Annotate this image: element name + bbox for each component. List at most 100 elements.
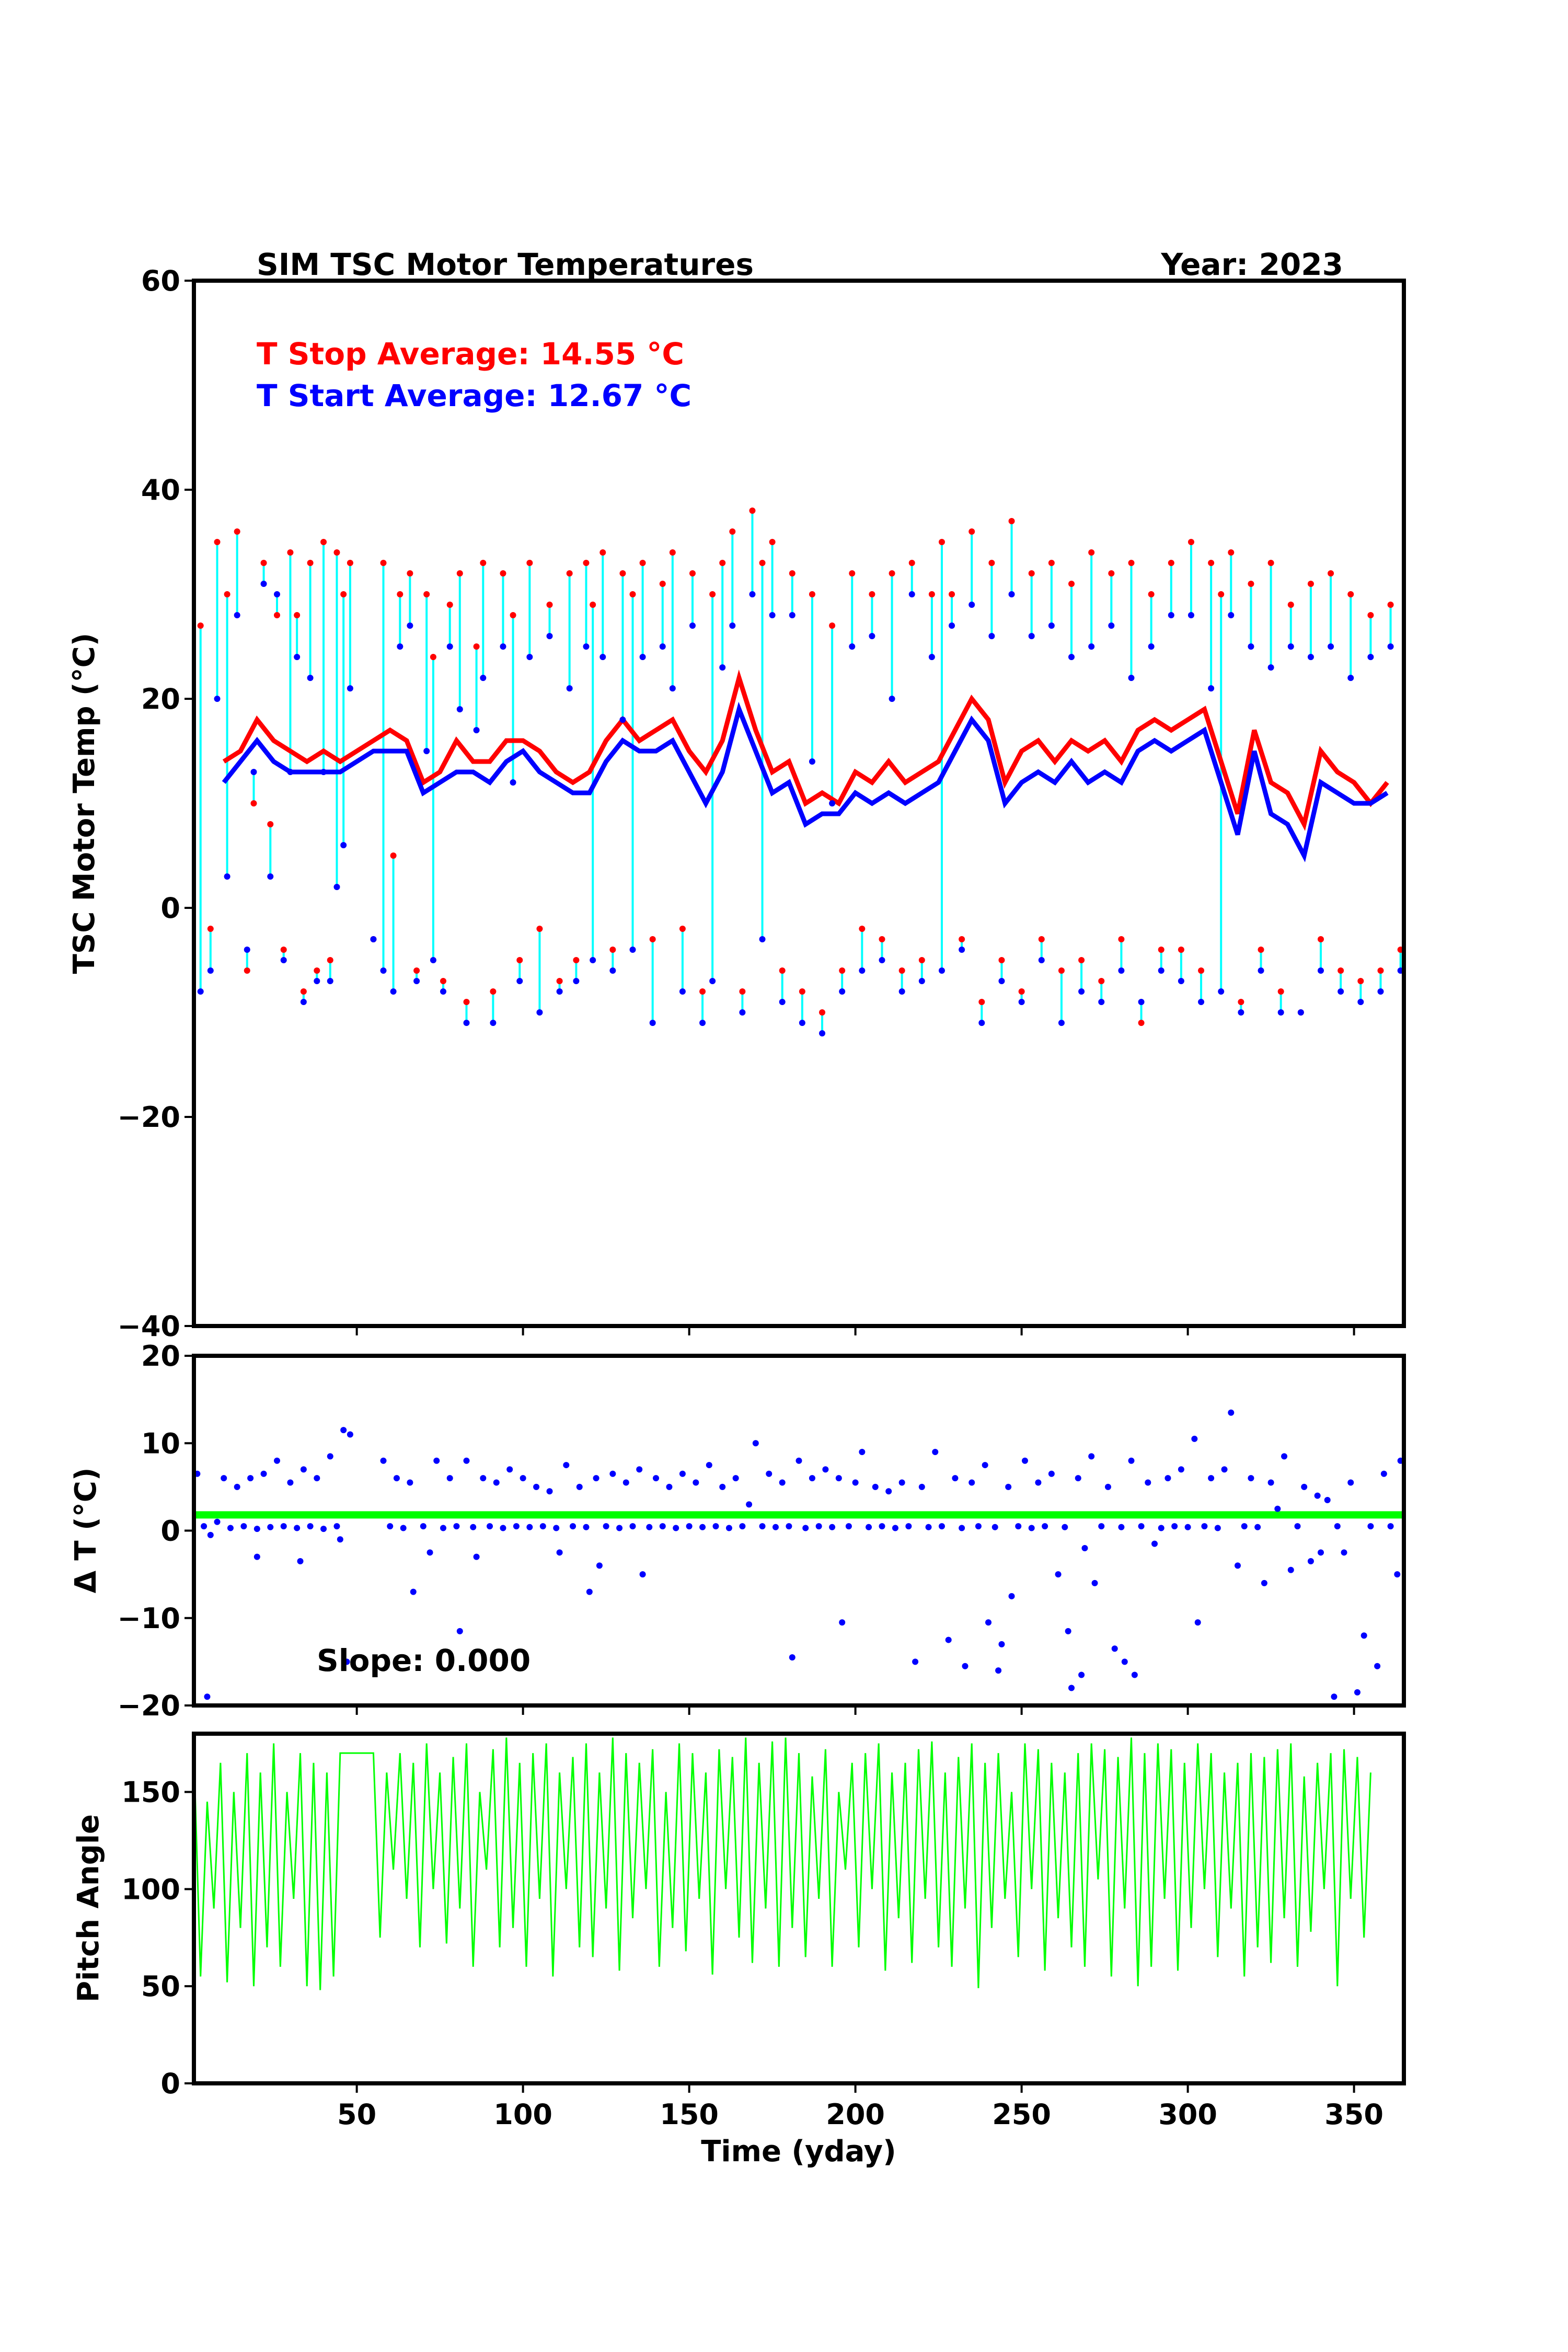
start-point bbox=[1277, 1009, 1284, 1016]
delta-t-point bbox=[852, 1479, 859, 1486]
start-point bbox=[1058, 1020, 1065, 1026]
start-point bbox=[949, 622, 955, 629]
delta-t-point bbox=[1145, 1479, 1151, 1486]
start-point bbox=[397, 643, 403, 650]
delta-t-point bbox=[679, 1470, 686, 1477]
stop-point bbox=[1178, 947, 1184, 953]
delta-t-point bbox=[898, 1479, 905, 1486]
delta-t-point bbox=[1235, 1562, 1241, 1569]
delta-t-point bbox=[1341, 1549, 1347, 1556]
delta-t-point bbox=[1380, 1470, 1387, 1477]
delta-t-point bbox=[513, 1523, 520, 1530]
stop-point bbox=[689, 570, 696, 577]
stop-point bbox=[1377, 967, 1384, 974]
stop-point bbox=[898, 967, 905, 974]
stop-point bbox=[1028, 570, 1035, 577]
stop-point bbox=[769, 539, 776, 545]
y-tick-label: −10 bbox=[118, 1602, 180, 1635]
stop-point bbox=[397, 591, 403, 597]
start-point bbox=[1018, 999, 1025, 1005]
stop-point bbox=[759, 560, 766, 566]
start-point bbox=[1108, 622, 1115, 629]
stop-point bbox=[1088, 549, 1095, 556]
delta-t-point bbox=[1241, 1523, 1248, 1530]
delta-t-point bbox=[839, 1619, 846, 1626]
delta-t-point bbox=[340, 1427, 347, 1434]
start-point bbox=[1158, 967, 1165, 974]
stop-point bbox=[699, 988, 706, 995]
stop-point bbox=[314, 967, 320, 974]
axes-frame bbox=[192, 279, 1406, 1328]
delta-t-point bbox=[453, 1523, 460, 1530]
stop-point bbox=[889, 570, 895, 577]
stop-point bbox=[390, 852, 397, 859]
start-point bbox=[869, 633, 875, 639]
delta-t-point bbox=[333, 1523, 340, 1530]
temp-ylabel: TSC Motor Temp (°C) bbox=[67, 633, 101, 974]
delta-t-point bbox=[772, 1524, 779, 1530]
stop-point bbox=[839, 967, 846, 974]
stop-point bbox=[197, 622, 204, 629]
stop-point bbox=[280, 947, 287, 953]
start-point bbox=[207, 967, 214, 974]
stop-point bbox=[234, 528, 240, 535]
stop-point bbox=[294, 612, 301, 618]
delta-t-point bbox=[520, 1475, 526, 1482]
stop-point bbox=[300, 988, 307, 995]
delta-t-point bbox=[407, 1479, 413, 1486]
delta-t-point bbox=[320, 1526, 327, 1532]
delta-t-point bbox=[1151, 1540, 1158, 1547]
start-point bbox=[779, 999, 786, 1005]
stop-point bbox=[938, 539, 945, 545]
delta-t-point bbox=[629, 1523, 636, 1530]
start-point bbox=[300, 999, 307, 1005]
start-point bbox=[1367, 654, 1374, 660]
start-point bbox=[689, 622, 696, 629]
delta-t-point bbox=[426, 1549, 433, 1556]
stop-point bbox=[510, 612, 516, 618]
delta-t-point bbox=[1331, 1693, 1338, 1700]
delta-t-point bbox=[1387, 1523, 1394, 1530]
stop-point bbox=[207, 926, 214, 932]
delta-t-point bbox=[693, 1479, 699, 1486]
start-point bbox=[260, 581, 267, 587]
delta-t-point bbox=[1042, 1523, 1048, 1530]
stop-point bbox=[1277, 988, 1284, 995]
start-point bbox=[1228, 612, 1235, 618]
x-tick-label: 200 bbox=[826, 2098, 885, 2131]
start-point bbox=[234, 612, 240, 618]
delta-t-point bbox=[1138, 1523, 1145, 1530]
stop-point bbox=[869, 591, 875, 597]
delta-t-point bbox=[786, 1523, 792, 1530]
stop-point bbox=[739, 988, 746, 995]
stop-point bbox=[879, 936, 885, 942]
start-point bbox=[699, 1020, 706, 1026]
start-point bbox=[370, 936, 377, 942]
start-point bbox=[526, 654, 533, 660]
y-tick-label: 0 bbox=[160, 892, 180, 925]
delta-t-point bbox=[969, 1479, 975, 1486]
stop-point bbox=[1138, 1020, 1145, 1026]
stop-point bbox=[546, 602, 553, 608]
start-point bbox=[908, 591, 915, 597]
delta-t-point bbox=[1214, 1525, 1221, 1531]
delta-t-point bbox=[593, 1475, 599, 1482]
start-point bbox=[1128, 675, 1135, 681]
stop-point bbox=[609, 947, 616, 953]
start-point bbox=[599, 654, 606, 660]
delta-t-point bbox=[506, 1466, 513, 1473]
start-point bbox=[859, 967, 866, 974]
stop-point bbox=[1258, 947, 1264, 953]
delta-t-point bbox=[1104, 1483, 1111, 1490]
stop-point bbox=[1078, 957, 1085, 963]
delta-t-point bbox=[802, 1525, 809, 1531]
delta-t-point bbox=[400, 1525, 407, 1531]
delta-t-point bbox=[1287, 1566, 1294, 1573]
delta-t-point bbox=[1118, 1524, 1125, 1530]
stop-point bbox=[679, 926, 686, 932]
stop-point bbox=[819, 1009, 826, 1016]
stop-point bbox=[260, 560, 267, 566]
chart-title: SIM TSC Motor Temperatures bbox=[257, 247, 754, 282]
start-point bbox=[849, 643, 856, 650]
stop-point bbox=[490, 988, 497, 995]
